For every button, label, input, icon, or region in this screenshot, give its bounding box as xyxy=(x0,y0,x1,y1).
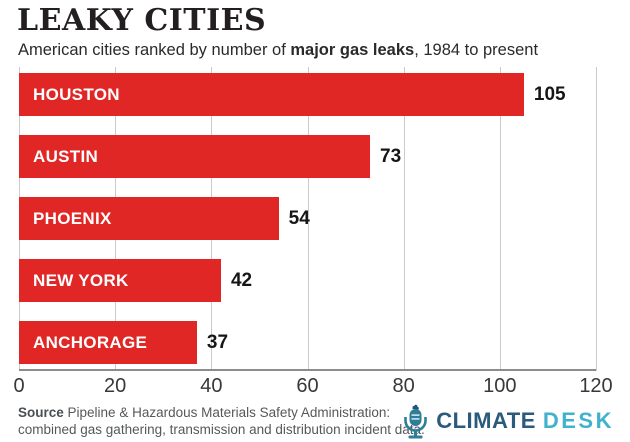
source-line-2: combined gas gathering, transmission and… xyxy=(18,422,425,437)
bar-row-new-york: NEW YORK 42 xyxy=(19,259,596,302)
x-tick-label-20: 20 xyxy=(104,375,127,397)
bar-category-label: PHOENIX xyxy=(33,208,112,228)
bar-row-phoenix: PHOENIX 54 xyxy=(19,197,596,240)
bar-value-label: 73 xyxy=(380,145,402,167)
source-text-1: Pipeline & Hazardous Materials Safety Ad… xyxy=(63,405,391,420)
bar-value-label: 37 xyxy=(206,331,229,353)
bar-category-label: ANCHORAGE xyxy=(33,332,148,352)
microphone-icon xyxy=(404,404,428,439)
bar-row-houston: HOUSTON 105 xyxy=(19,73,596,116)
gridline-x-100 xyxy=(499,67,501,371)
x-tick-label-100: 100 xyxy=(483,375,517,397)
x-tick-label-60: 60 xyxy=(296,375,319,397)
bar-category-label: NEW YORK xyxy=(33,270,129,290)
chart-subtitle: American cities ranked by number of majo… xyxy=(18,41,538,60)
gridline-x-120 xyxy=(596,67,597,371)
subtitle-bold-phrase: major gas leaks xyxy=(290,41,415,59)
x-tick-label-0: 0 xyxy=(13,375,25,397)
bar-chart-plot-area: HOUSTON 105 AUSTIN 73 PHOENIX 54 NEW YORK 42 ANC… xyxy=(13,67,613,397)
source-label: Source xyxy=(18,405,64,420)
bar-category-label: HOUSTON xyxy=(33,84,120,104)
x-tick-label-80: 80 xyxy=(392,375,415,397)
bar-houston: HOUSTON xyxy=(19,73,524,116)
x-axis-line xyxy=(19,369,596,371)
logo-text-climate: CLIMATE xyxy=(436,408,536,433)
page-title: LEAKY CITIES xyxy=(17,3,267,38)
bar-row-anchorage: ANCHORAGE 37 xyxy=(19,321,596,364)
climate-desk-logo: CLIMATE DESK xyxy=(402,403,614,439)
subtitle-suffix: , 1984 to present xyxy=(414,41,539,59)
bar-series: HOUSTON 105 AUSTIN 73 PHOENIX 54 NEW YORK 42 ANC… xyxy=(19,73,596,383)
bar-row-austin: AUSTIN 73 xyxy=(19,135,596,178)
bar-value-label: 105 xyxy=(533,83,566,105)
logo-text-desk: DESK xyxy=(542,408,614,433)
bar-phoenix: PHOENIX xyxy=(19,197,279,240)
bar-austin: AUSTIN xyxy=(19,135,370,178)
bar-value-label: 42 xyxy=(230,269,253,291)
x-tick-label-120: 120 xyxy=(579,375,613,397)
bar-category-label: AUSTIN xyxy=(33,146,99,166)
bar-new-york: NEW YORK xyxy=(19,259,221,302)
bar-value-label: 54 xyxy=(288,207,310,229)
subtitle-prefix: American cities ranked by number of xyxy=(18,41,291,59)
source-line-1: Source Pipeline & Hazardous Materials Sa… xyxy=(18,404,425,421)
gridline-x-60 xyxy=(307,67,309,371)
x-tick-label-40: 40 xyxy=(200,375,223,397)
bar-anchorage: ANCHORAGE xyxy=(19,321,197,364)
source-note: Source Pipeline & Hazardous Materials Sa… xyxy=(18,404,425,438)
gridline-x-80 xyxy=(403,67,405,371)
